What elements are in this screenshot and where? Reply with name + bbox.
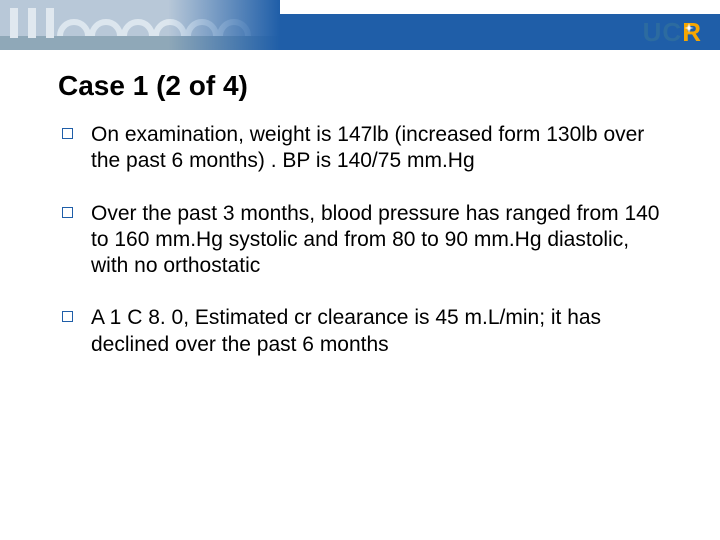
bullet-item: Over the past 3 months, blood pressure h… bbox=[62, 201, 662, 280]
header-decorative-image bbox=[0, 0, 280, 50]
ucr-logo: UC R bbox=[643, 18, 702, 46]
bullet-square-icon bbox=[62, 128, 73, 139]
slide-body: On examination, weight is 147lb (increas… bbox=[62, 122, 662, 384]
logo-star-icon bbox=[684, 23, 694, 33]
bullet-square-icon bbox=[62, 207, 73, 218]
logo-uc-text: UC bbox=[643, 17, 683, 48]
logo-r-text: R bbox=[682, 17, 702, 48]
slide: UC R Case 1 (2 of 4) On examination, wei… bbox=[0, 0, 720, 540]
bullet-text: A 1 C 8. 0, Estimated cr clearance is 45… bbox=[91, 305, 662, 358]
bullet-text: On examination, weight is 147lb (increas… bbox=[91, 122, 662, 175]
bullet-text: Over the past 3 months, blood pressure h… bbox=[91, 201, 662, 280]
slide-title: Case 1 (2 of 4) bbox=[58, 70, 248, 102]
bullet-item: A 1 C 8. 0, Estimated cr clearance is 45… bbox=[62, 305, 662, 358]
bullet-item: On examination, weight is 147lb (increas… bbox=[62, 122, 662, 175]
bullet-square-icon bbox=[62, 311, 73, 322]
